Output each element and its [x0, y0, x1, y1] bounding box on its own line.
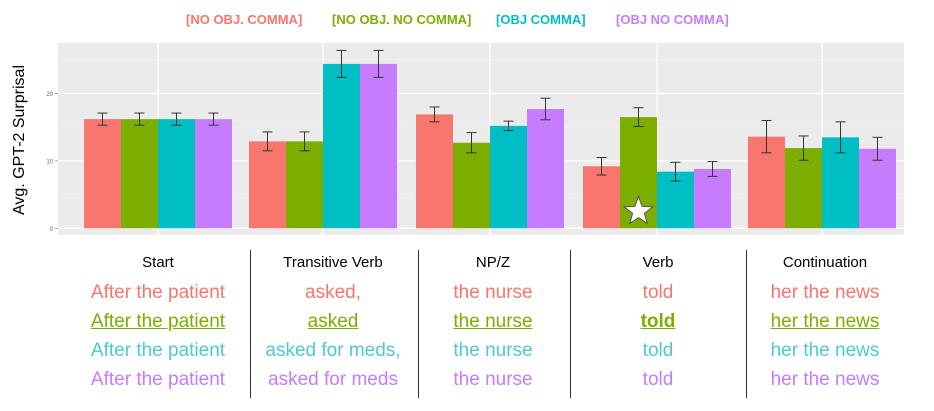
sentence-cell: told: [642, 369, 674, 390]
legend-entry: [NO OBJ. NO COMMA]: [332, 12, 472, 27]
sentence-cell: the nurse: [453, 311, 533, 332]
star-icon: [622, 194, 655, 225]
column-divider: [746, 250, 747, 398]
sentence-column: Start After the patient After the patient A…: [58, 242, 258, 402]
sentence-cell: told: [642, 340, 674, 361]
bar: [490, 125, 527, 229]
region-header: Start: [142, 254, 174, 271]
y-axis-label: Avg. GPT-2 Surprisal: [11, 65, 28, 215]
bar-chart: 0 10 20: [46, 43, 904, 235]
bar: [286, 141, 323, 229]
sentence-cell: the nurse: [453, 369, 533, 390]
legend-entry: [NO OBJ. COMMA]: [186, 12, 303, 27]
legend-entry: [OBJ COMMA]: [496, 12, 586, 27]
sentence-cell: the nurse: [453, 340, 533, 361]
legend-entry: [OBJ NO COMMA]: [616, 12, 729, 27]
y-axis: 0 10 20: [46, 92, 58, 233]
sentence-cell: asked for meds: [268, 369, 398, 390]
sentence-cell: her the news: [770, 282, 880, 303]
sentence-cell: told: [640, 311, 676, 332]
region-header: Verb: [642, 254, 674, 271]
sentence-cell: told: [642, 282, 674, 303]
bar: [323, 63, 360, 229]
y-axis-label-wrap: Avg. GPT-2 Surprisal: [11, 65, 28, 215]
bar: [121, 119, 158, 229]
sentence-column: Transitive Verb asked, asked asked for meds…: [250, 242, 416, 402]
sentence-column: Verb told told told told: [570, 242, 746, 402]
sentence-column: Continuation her the news her the news her …: [746, 242, 904, 402]
sentence-cell: After the patient: [90, 369, 226, 390]
bar: [84, 119, 121, 229]
sentence-cell: asked: [307, 311, 359, 332]
bar: [360, 63, 397, 229]
y-tick-label: 20: [46, 92, 53, 98]
sentence-cell: After the patient: [90, 311, 226, 332]
y-tick-label: 0: [50, 227, 54, 233]
error-bars: [97, 49, 883, 182]
sentence-cell: her the news: [770, 369, 880, 390]
bar: [453, 142, 490, 229]
bar: [583, 166, 620, 229]
sentence-column: NP/Z the nurse the nurse the nurse the nurse: [418, 242, 568, 402]
column-divider: [250, 250, 251, 398]
sentence-cell: After the patient: [90, 282, 226, 303]
bar: [416, 114, 453, 229]
bar: [527, 109, 564, 229]
column-divider: [418, 250, 419, 398]
sentence-cell: asked for meds,: [265, 340, 401, 361]
column-divider: [570, 250, 571, 398]
sentence-cell: the nurse: [453, 282, 533, 303]
region-header: Transitive Verb: [283, 254, 383, 271]
sentence-cell: After the patient: [90, 340, 226, 361]
bar: [195, 119, 232, 229]
y-tick-label: 10: [46, 159, 53, 165]
sentence-table: Start After the patient After the patient A…: [58, 242, 904, 402]
region-header: Continuation: [782, 254, 868, 271]
bar: [249, 141, 286, 229]
sentence-cell: her the news: [770, 311, 880, 332]
region-header: NP/Z: [475, 254, 511, 271]
bar: [859, 148, 896, 229]
sentence-cell: asked,: [305, 282, 361, 303]
bar: [694, 168, 731, 229]
sentence-cell: her the news: [770, 340, 880, 361]
bar: [785, 148, 822, 229]
annotations: [622, 194, 655, 225]
bar: [158, 119, 195, 229]
